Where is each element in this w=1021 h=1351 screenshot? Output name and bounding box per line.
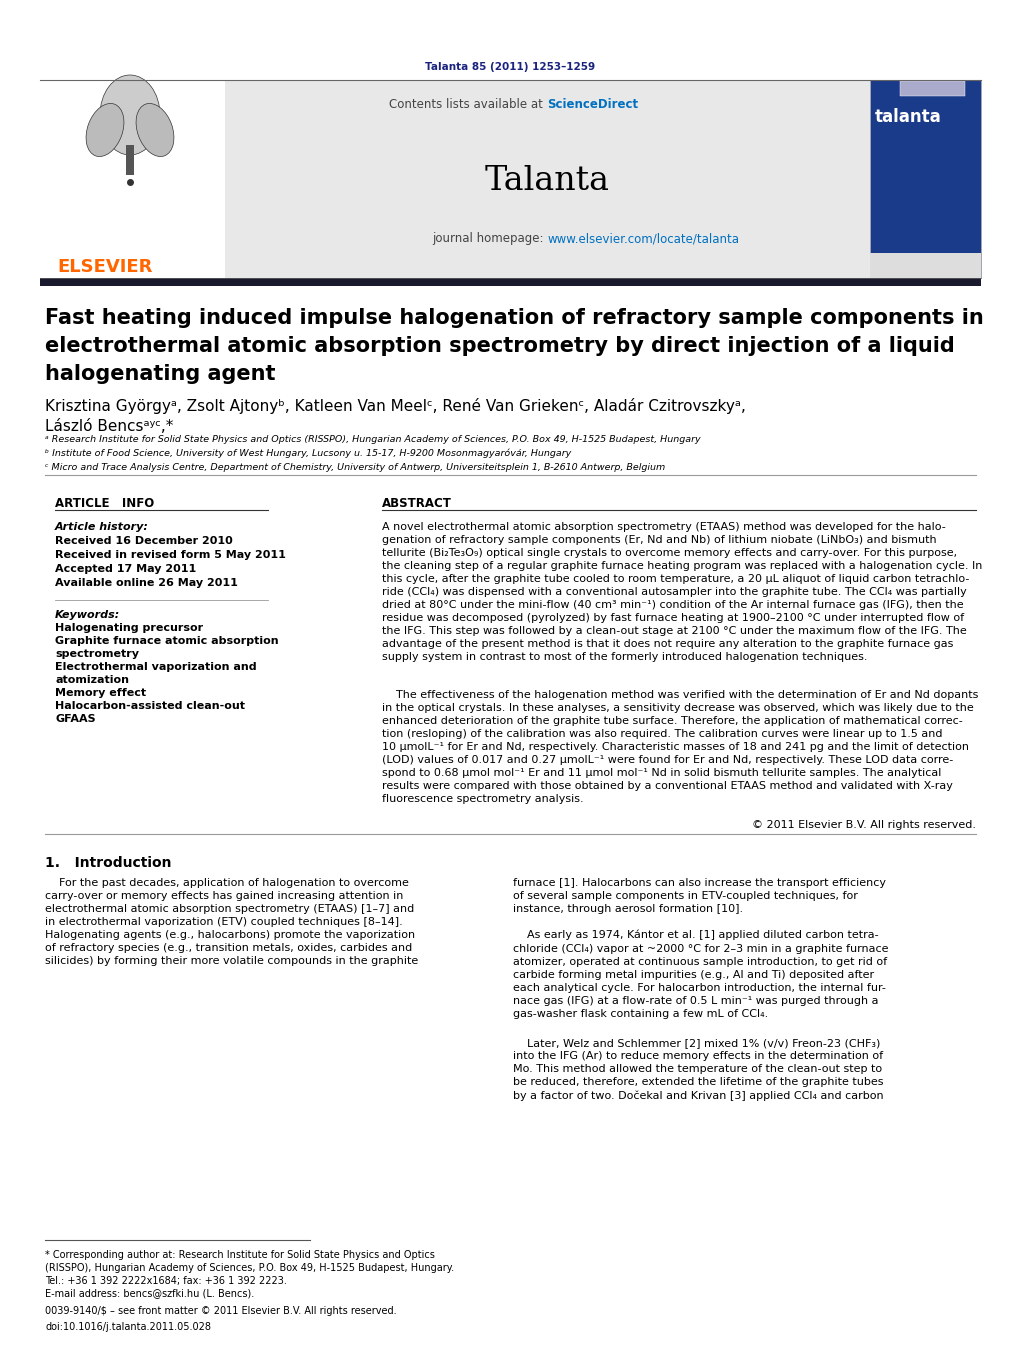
- Text: ARTICLE   INFO: ARTICLE INFO: [55, 497, 154, 509]
- Text: ᵇ Institute of Food Science, University of West Hungary, Lucsony u. 15-17, H-920: ᵇ Institute of Food Science, University …: [45, 449, 572, 458]
- Bar: [40, 80, 225, 278]
- Ellipse shape: [100, 76, 160, 155]
- Text: ELSEVIER: ELSEVIER: [57, 258, 152, 276]
- Text: talanta: talanta: [875, 108, 941, 126]
- Text: The effectiveness of the halogenation method was verified with the determination: The effectiveness of the halogenation me…: [382, 690, 978, 804]
- Text: Available online 26 May 2011: Available online 26 May 2011: [55, 578, 238, 588]
- Text: © 2011 Elsevier B.V. All rights reserved.: © 2011 Elsevier B.V. All rights reserved…: [752, 820, 976, 830]
- Text: Electrothermal vaporization and: Electrothermal vaporization and: [55, 662, 256, 671]
- Bar: [900, 81, 965, 96]
- Bar: [126, 145, 134, 176]
- Text: Talanta 85 (2011) 1253–1259: Talanta 85 (2011) 1253–1259: [426, 62, 595, 72]
- Text: Accepted 17 May 2011: Accepted 17 May 2011: [55, 563, 196, 574]
- Text: furnace [1]. Halocarbons can also increase the transport efficiency
of several s: furnace [1]. Halocarbons can also increa…: [513, 878, 886, 915]
- Text: doi:10.1016/j.talanta.2011.05.028: doi:10.1016/j.talanta.2011.05.028: [45, 1323, 211, 1332]
- Ellipse shape: [136, 104, 174, 157]
- Bar: [40, 278, 981, 286]
- Text: Received 16 December 2010: Received 16 December 2010: [55, 536, 233, 546]
- Text: E-mail address: bencs@szfki.hu (L. Bencs).: E-mail address: bencs@szfki.hu (L. Bencs…: [45, 1288, 254, 1298]
- Text: spectrometry: spectrometry: [55, 648, 139, 659]
- Text: Contents lists available at: Contents lists available at: [389, 99, 547, 111]
- Text: Memory effect: Memory effect: [55, 688, 146, 698]
- Text: www.elsevier.com/locate/talanta: www.elsevier.com/locate/talanta: [547, 232, 739, 245]
- Text: ᵃ Research Institute for Solid State Physics and Optics (RISSPO), Hungarian Acad: ᵃ Research Institute for Solid State Phy…: [45, 435, 700, 444]
- Text: Received in revised form 5 May 2011: Received in revised form 5 May 2011: [55, 550, 286, 561]
- Text: Halocarbon-assisted clean-out: Halocarbon-assisted clean-out: [55, 701, 245, 711]
- Text: A novel electrothermal atomic absorption spectrometry (ETAAS) method was develop: A novel electrothermal atomic absorption…: [382, 521, 982, 662]
- Text: journal homepage:: journal homepage:: [432, 232, 547, 245]
- Text: electrothermal atomic absorption spectrometry by direct injection of a liquid: electrothermal atomic absorption spectro…: [45, 336, 955, 357]
- Text: Fast heating induced impulse halogenation of refractory sample components in: Fast heating induced impulse halogenatio…: [45, 308, 984, 328]
- Text: Graphite furnace atomic absorption: Graphite furnace atomic absorption: [55, 636, 279, 646]
- Bar: [870, 253, 981, 278]
- Text: ᶜ Micro and Trace Analysis Centre, Department of Chemistry, University of Antwer: ᶜ Micro and Trace Analysis Centre, Depar…: [45, 463, 666, 471]
- Text: * Corresponding author at: Research Institute for Solid State Physics and Optics: * Corresponding author at: Research Inst…: [45, 1250, 454, 1286]
- Ellipse shape: [86, 104, 124, 157]
- Text: ABSTRACT: ABSTRACT: [382, 497, 452, 509]
- Text: atomization: atomization: [55, 676, 129, 685]
- Bar: [225, 80, 870, 278]
- Text: Keywords:: Keywords:: [55, 611, 120, 620]
- Text: Talanta: Talanta: [485, 165, 610, 197]
- Text: 1.   Introduction: 1. Introduction: [45, 857, 172, 870]
- Text: Halogenating precursor: Halogenating precursor: [55, 623, 203, 634]
- Text: 0039-9140/$ – see front matter © 2011 Elsevier B.V. All rights reserved.: 0039-9140/$ – see front matter © 2011 El…: [45, 1306, 396, 1316]
- Text: Later, Welz and Schlemmer [2] mixed 1% (v/v) Freon-23 (CHF₃)
into the IFG (Ar) t: Later, Welz and Schlemmer [2] mixed 1% (…: [513, 1038, 883, 1101]
- Text: For the past decades, application of halogenation to overcome
carry-over or memo: For the past decades, application of hal…: [45, 878, 419, 966]
- Bar: [870, 80, 981, 278]
- Text: ScienceDirect: ScienceDirect: [547, 99, 638, 111]
- Text: As early as 1974, Kántor et al. [1] applied diluted carbon tetra-
chloride (CCl₄: As early as 1974, Kántor et al. [1] appl…: [513, 929, 888, 1019]
- Text: László Bencsᵃʸᶜ,*: László Bencsᵃʸᶜ,*: [45, 419, 174, 434]
- Text: GFAAS: GFAAS: [55, 713, 96, 724]
- Text: halogenating agent: halogenating agent: [45, 363, 276, 384]
- Text: Article history:: Article history:: [55, 521, 149, 532]
- Text: Krisztina Györgyᵃ, Zsolt Ajtonyᵇ, Katleen Van Meelᶜ, René Van Griekenᶜ, Aladár C: Krisztina Györgyᵃ, Zsolt Ajtonyᵇ, Katlee…: [45, 399, 746, 413]
